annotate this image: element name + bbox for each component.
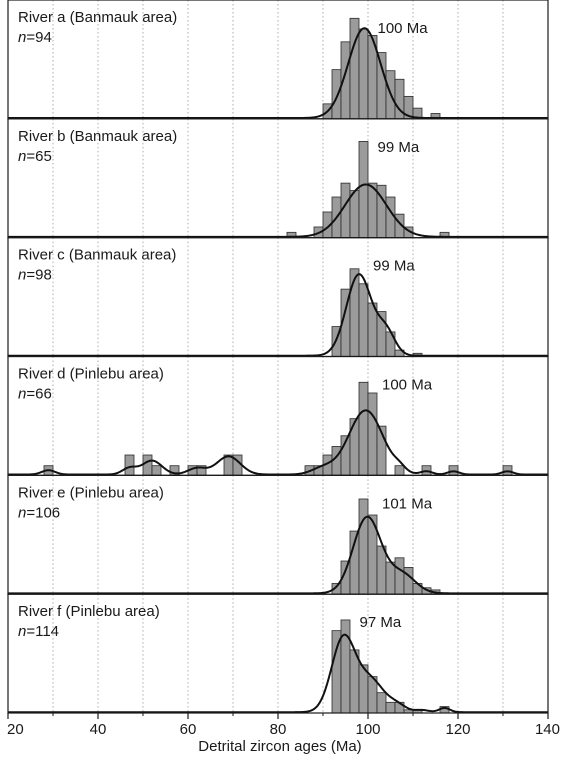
histogram-bar xyxy=(358,28,369,120)
sample-count-value: =98 xyxy=(26,267,51,284)
histogram-bar xyxy=(394,465,405,476)
sample-count-value: =65 xyxy=(26,148,51,165)
histogram-bar xyxy=(376,545,387,595)
x-axis: 20 40 60 80 100 120 140 xyxy=(7,713,560,738)
histogram-bar xyxy=(376,52,387,120)
x-tick-label: 80 xyxy=(270,721,287,738)
panel: River d (Pinlebu area) n=66 100 Ma xyxy=(7,355,549,476)
x-tick-label: 20 xyxy=(7,721,24,738)
sample-count: n=66 xyxy=(18,386,52,403)
sample-count: n=65 xyxy=(18,148,52,165)
sample-count-value: =94 xyxy=(26,29,51,46)
sample-count: n=106 xyxy=(18,504,60,521)
histogram-bar xyxy=(124,454,135,476)
panel: River b (Banmauk area) n=65 99 Ma xyxy=(7,118,549,239)
sample-count-symbol: n xyxy=(18,267,26,284)
kde-curve xyxy=(8,273,548,357)
sample-count: n=114 xyxy=(18,623,59,640)
panel-title: River e (Pinlebu area) xyxy=(18,484,164,501)
sample-count-symbol: n xyxy=(18,386,26,403)
peak-age-label: 100 Ma xyxy=(378,20,429,37)
x-tick-label: 100 xyxy=(355,721,380,738)
histogram-bar xyxy=(403,567,414,595)
x-tick-label: 120 xyxy=(445,721,470,738)
kde-curve xyxy=(8,183,548,238)
histogram-bar xyxy=(142,454,153,476)
sample-count: n=98 xyxy=(18,267,52,284)
x-tick-label: 60 xyxy=(180,721,197,738)
x-tick-label: 140 xyxy=(535,721,560,738)
kde-curve xyxy=(8,515,548,595)
histogram-bar xyxy=(349,17,360,120)
sample-count-symbol: n xyxy=(18,148,26,165)
histogram-bar xyxy=(385,561,396,595)
kde-curve xyxy=(8,27,548,120)
histogram-bar xyxy=(376,692,387,714)
kde-curve xyxy=(8,409,548,476)
panel: River e (Pinlebu area) n=106 101 Ma xyxy=(7,474,549,595)
x-axis-title: Detrital zircon ages (Ma) xyxy=(198,738,361,755)
panel: River f (Pinlebu area) n=114 97 Ma xyxy=(7,593,549,714)
panel-title: River b (Banmauk area) xyxy=(18,128,177,145)
histogram-bar xyxy=(358,283,369,357)
peak-age-label: 97 Ma xyxy=(360,614,402,631)
histogram-bar xyxy=(349,190,360,239)
sample-count-symbol: n xyxy=(18,623,26,640)
sample-count-symbol: n xyxy=(18,504,26,521)
peak-age-label: 100 Ma xyxy=(382,377,433,394)
histogram-bar xyxy=(385,701,396,714)
kde-curve xyxy=(8,633,548,714)
histogram-bar xyxy=(358,498,369,595)
sample-count-symbol: n xyxy=(18,29,26,46)
peak-age-label: 99 Ma xyxy=(373,258,415,275)
panel-title: River f (Pinlebu area) xyxy=(18,603,160,620)
peak-age-label: 101 Ma xyxy=(382,495,433,512)
sample-count-value: =66 xyxy=(26,386,51,403)
histogram-bar xyxy=(358,141,369,239)
x-tick-label: 40 xyxy=(90,721,107,738)
panel: River a (Banmauk area) n=94 100 Ma xyxy=(7,0,549,120)
histogram-bar xyxy=(358,381,369,476)
histogram-bar xyxy=(394,557,405,595)
sample-count: n=94 xyxy=(18,29,52,46)
panel: River c (Banmauk area) n=98 99 Ma xyxy=(7,237,549,358)
histogram-bar xyxy=(331,69,342,120)
sample-count-value: =106 xyxy=(26,504,60,521)
peak-age-label: 99 Ma xyxy=(378,139,420,156)
panel-title: River a (Banmauk area) xyxy=(18,9,177,26)
histogram-bar xyxy=(367,392,378,476)
panel-title: River d (Pinlebu area) xyxy=(18,366,164,383)
panel-title: River c (Banmauk area) xyxy=(18,247,176,264)
sample-count-value: =114 xyxy=(26,623,59,640)
histogram-bar xyxy=(151,465,162,476)
